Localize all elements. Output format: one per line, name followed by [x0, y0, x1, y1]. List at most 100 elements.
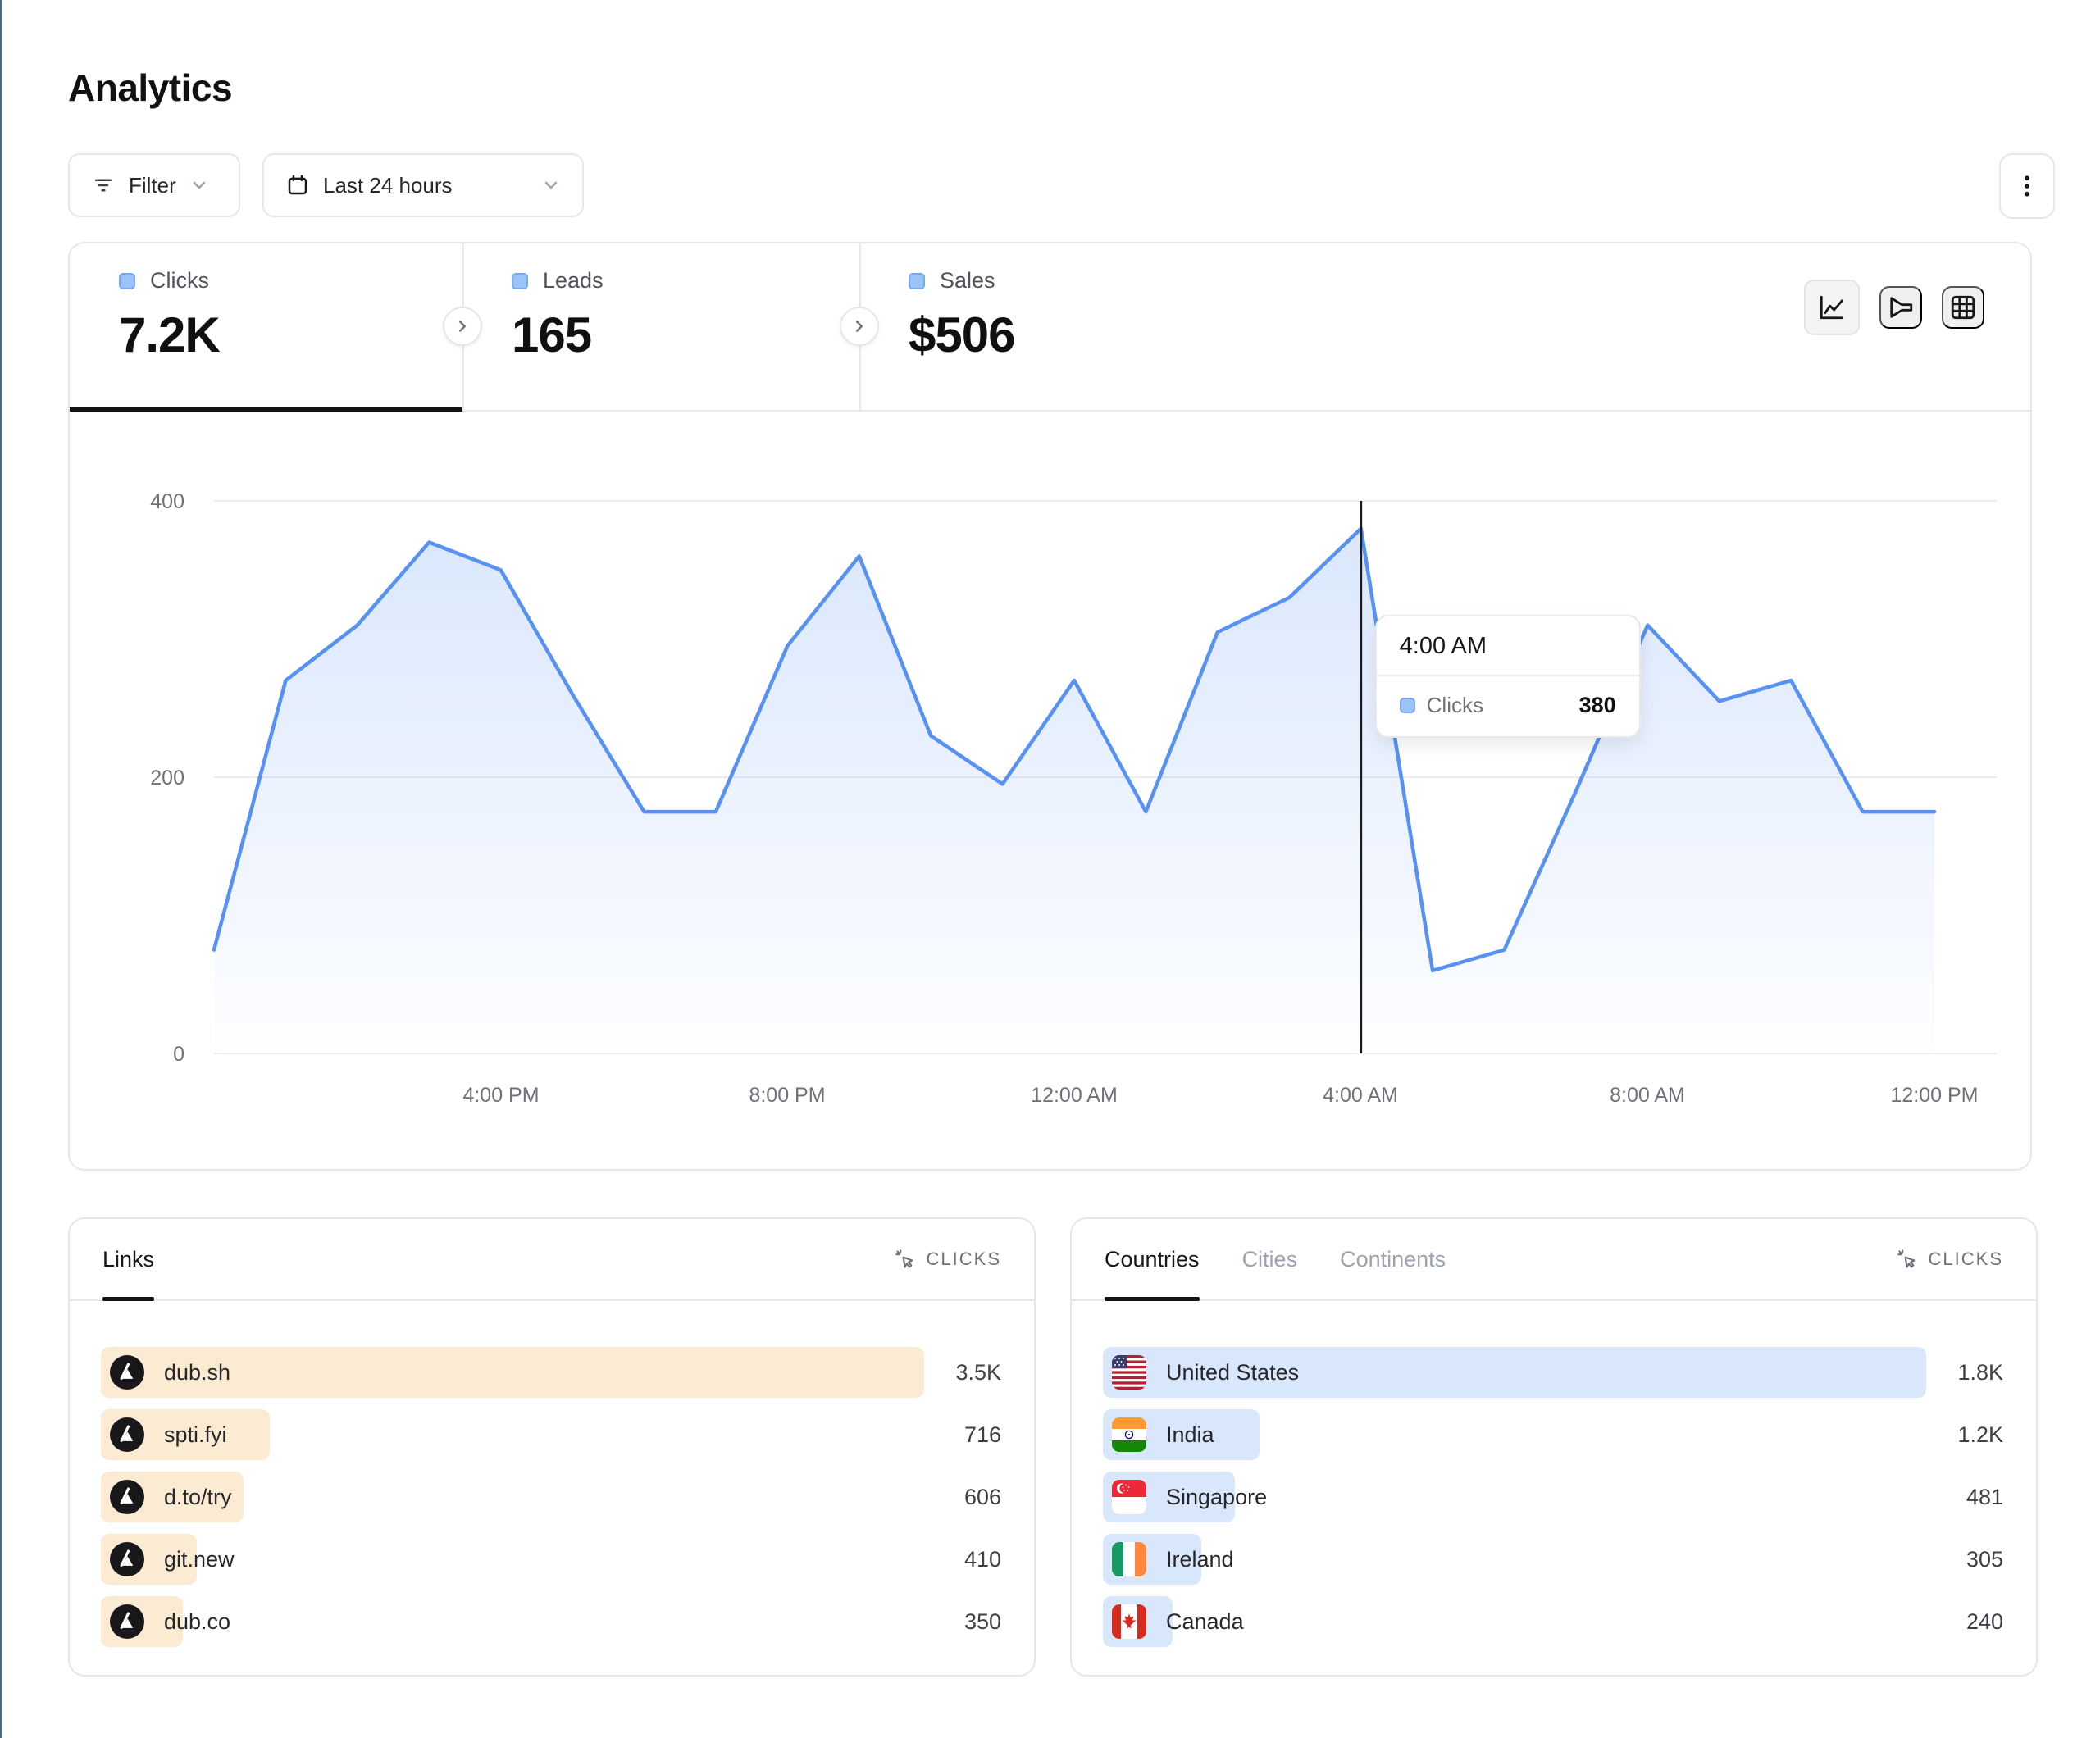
links-panel: Links CLICKS dub.sh 3.5K spti.fyi	[68, 1217, 1036, 1677]
sidebar-edge-strip	[0, 0, 2, 1738]
dub-logo-icon	[110, 1355, 144, 1390]
link-bar	[101, 1347, 924, 1398]
stat-tabs: Clicks 7.2K Leads 165 Sales $506	[70, 243, 2030, 412]
clicks-time-series-chart[interactable]: 400 200 0 4:00 PM 8:00 PM 12:00 AM 4:00 …	[70, 412, 2030, 1171]
page-title: Analytics	[68, 66, 233, 109]
stat-label: Clicks	[150, 268, 209, 293]
tab-countries[interactable]: Countries	[1105, 1219, 1200, 1301]
cursor-click-icon	[1896, 1248, 1919, 1271]
country-label: Canada	[1166, 1608, 1244, 1634]
geo-metric-label: CLICKS	[1928, 1249, 2003, 1269]
date-range-button[interactable]: Last 24 hours	[262, 153, 584, 217]
link-label: dub.sh	[164, 1359, 231, 1385]
filter-button[interactable]: Filter	[68, 153, 240, 217]
tab-leads[interactable]: Leads 165	[462, 243, 859, 410]
link-value: 606	[963, 1484, 1001, 1509]
x-tick: 4:00 AM	[1323, 1084, 1398, 1107]
country-value: 1.8K	[1957, 1359, 2003, 1385]
country-row[interactable]: Ireland 305	[1103, 1534, 2003, 1585]
ireland-flag-icon	[1112, 1542, 1146, 1576]
dub-logo-icon	[110, 1542, 144, 1576]
link-row[interactable]: dub.co 350	[101, 1596, 1001, 1647]
country-label: Singapore	[1166, 1484, 1268, 1509]
chevron-down-icon	[541, 175, 561, 195]
x-tick: 12:00 AM	[1031, 1084, 1118, 1107]
stat-label: Leads	[543, 268, 604, 293]
chevron-right-icon	[459, 321, 466, 332]
link-label: d.to/try	[164, 1484, 232, 1509]
india-flag-icon	[1112, 1417, 1146, 1452]
geo-metric-selector[interactable]: CLICKS	[1896, 1219, 2003, 1299]
links-metric-selector[interactable]: CLICKS	[894, 1219, 1001, 1299]
vertical-ellipsis-icon	[2015, 172, 2039, 200]
link-label: spti.fyi	[164, 1422, 227, 1447]
singapore-flag-icon	[1112, 1480, 1146, 1514]
y-tick-400: 400	[150, 490, 184, 513]
dub-logo-icon	[110, 1417, 144, 1452]
tooltip-legend-square	[1399, 698, 1415, 713]
geo-panel-header: Countries Cities Continents CLICKS	[1072, 1219, 2036, 1301]
clicks-series-line	[212, 526, 1937, 973]
country-value: 1.2K	[1957, 1422, 2003, 1447]
table-view-button[interactable]	[1942, 286, 1984, 329]
stat-label: Sales	[940, 268, 995, 293]
geo-rows: United States 1.8K India 1.2K Singapore …	[1072, 1301, 2036, 1647]
date-range-label: Last 24 hours	[323, 172, 453, 198]
chevron-down-icon	[189, 175, 209, 195]
tooltip-value: 380	[1578, 693, 1616, 717]
y-tick-0: 0	[173, 1043, 184, 1066]
link-row[interactable]: d.to/try 606	[101, 1472, 1001, 1522]
link-label: git.new	[164, 1546, 235, 1572]
chart-view-toggles	[1804, 280, 1984, 335]
country-label: Ireland	[1166, 1546, 1234, 1572]
geo-panel: Countries Cities Continents CLICKS Unite…	[1070, 1217, 2038, 1677]
tab-clicks[interactable]: Clicks 7.2K	[70, 243, 462, 412]
filter-button-label: Filter	[129, 172, 176, 198]
leads-value: 165	[512, 307, 592, 362]
more-options-button[interactable]	[1999, 153, 2055, 219]
us-flag-icon	[1112, 1355, 1146, 1390]
country-bar	[1103, 1347, 1926, 1398]
country-label: India	[1166, 1422, 1214, 1447]
x-tick: 8:00 PM	[749, 1084, 825, 1107]
chart-tooltip: 4:00 AM Clicks 380	[1374, 615, 1641, 738]
country-row[interactable]: Canada 240	[1103, 1596, 2003, 1647]
sales-value: $506	[909, 307, 1015, 362]
line-chart-icon	[1820, 295, 1844, 320]
country-row[interactable]: India 1.2K	[1103, 1409, 2003, 1460]
link-row[interactable]: git.new 410	[101, 1534, 1001, 1585]
chevron-right-icon	[856, 321, 863, 332]
tab-links[interactable]: Links	[102, 1219, 155, 1301]
link-row[interactable]: dub.sh 3.5K	[101, 1347, 1001, 1398]
links-panel-header: Links CLICKS	[70, 1219, 1034, 1301]
cursor-click-icon	[894, 1248, 917, 1271]
y-tick-200: 200	[150, 767, 184, 789]
tab-cities[interactable]: Cities	[1241, 1246, 1298, 1272]
tooltip-time: 4:00 AM	[1376, 616, 1639, 676]
country-row[interactable]: United States 1.8K	[1103, 1347, 2003, 1398]
link-value: 350	[963, 1608, 1001, 1634]
chart-area-fill	[214, 528, 1934, 1053]
country-value: 305	[1966, 1546, 2003, 1572]
x-tick: 12:00 PM	[1890, 1084, 1978, 1107]
links-metric-label: CLICKS	[926, 1249, 1001, 1269]
clicks-legend-square	[119, 272, 135, 289]
canada-flag-icon	[1112, 1604, 1146, 1639]
country-value: 240	[1966, 1608, 2003, 1634]
country-row[interactable]: Singapore 481	[1103, 1472, 2003, 1522]
funnel-chart-icon	[1890, 297, 1913, 318]
expand-leads-button[interactable]	[840, 307, 879, 346]
link-row[interactable]: spti.fyi 716	[101, 1409, 1001, 1460]
area-chart: 400 200 0 4:00 PM 8:00 PM 12:00 AM 4:00 …	[150, 490, 1997, 1107]
country-label: United States	[1166, 1359, 1300, 1385]
tab-sales[interactable]: Sales $506	[859, 243, 1351, 410]
expand-clicks-button[interactable]	[443, 307, 482, 346]
table-grid-icon	[1951, 295, 1975, 320]
funnel-chart-view-button[interactable]	[1879, 286, 1922, 329]
link-label: dub.co	[164, 1608, 231, 1634]
dub-logo-icon	[110, 1604, 144, 1639]
tab-continents[interactable]: Continents	[1340, 1246, 1446, 1272]
country-value: 481	[1966, 1484, 2003, 1509]
line-chart-view-button[interactable]	[1804, 280, 1860, 335]
